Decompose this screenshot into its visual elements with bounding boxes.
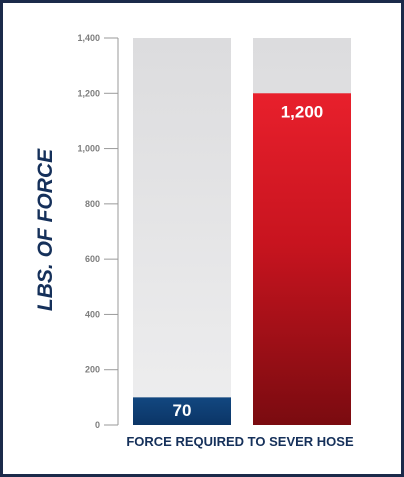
y-tick-label: 800: [85, 199, 100, 209]
y-tick-label: 400: [85, 309, 100, 319]
y-tick-label: 0: [95, 420, 100, 430]
bar: [253, 93, 351, 426]
y-tick-label: 200: [85, 365, 100, 375]
bars: [133, 38, 351, 426]
y-tick-label: 1,400: [77, 33, 100, 43]
y-tick-label: 600: [85, 254, 100, 264]
bar-value-label: 70: [173, 401, 192, 420]
y-axis-ticks: 0 200 400 600 800 1,000 1,200 1,400: [77, 33, 118, 430]
y-tick-label: 1,200: [77, 88, 100, 98]
y-tick-label: 1,000: [77, 144, 100, 154]
bar: [133, 397, 231, 425]
value-labels: 70 1,200: [173, 102, 324, 420]
y-axis-title: LBS. OF FORCE: [34, 148, 57, 311]
bar-background: [133, 38, 231, 425]
bar-value-label: 1,200: [281, 102, 324, 121]
x-axis-title: FORCE REQUIRED TO SEVER HOSE: [126, 434, 354, 449]
